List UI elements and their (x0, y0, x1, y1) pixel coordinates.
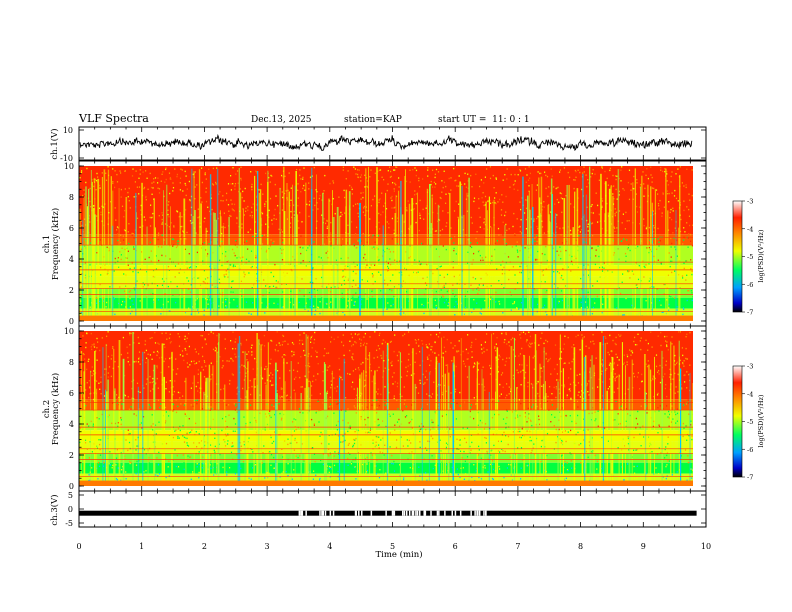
ch1-spectrogram-ylabel-line2: Frequency (kHz) (50, 208, 61, 280)
ch1-waveform-y-tick-label: -10 (60, 154, 73, 163)
x-tick-label: 0 (76, 542, 81, 551)
ch1-spectrogram-ylabel-line1: ch.1 (42, 235, 52, 253)
ch1-spectrogram-heatmap (79, 166, 693, 321)
ch1-colorbar-tick-label: -6 (747, 281, 753, 289)
ch1-colorbar-tick-label: -5 (747, 253, 753, 261)
ch1-colorbar-tick-label: -7 (747, 309, 753, 317)
ch3-y-tick-label: 5 (68, 491, 73, 500)
ch2-colorbar-tick-label: -7 (747, 474, 753, 482)
ch2-spectrogram-y-tick-label: 6 (69, 389, 74, 398)
ch1-spectrogram-y-tick-label: 6 (69, 224, 74, 233)
ch1-waveform-y-tick-label: 10 (63, 126, 73, 135)
ch1-waveform-ylabel: ch.1(V) (49, 128, 60, 159)
ch1-spectrogram-y-tick-label: 0 (69, 317, 74, 326)
header-date: Dec.13, 2025 (251, 115, 312, 125)
header-station: station=KAP (344, 115, 402, 125)
header-start-time: start UT = 11: 0 : 1 (438, 115, 530, 125)
ch2-spectrogram-heatmap (79, 331, 693, 486)
ch2-spectrogram-y-tick-label: 10 (64, 327, 74, 336)
ch2-spectrogram-y-tick-label: 0 (69, 482, 74, 491)
ch2-colorbar-tick-label: -3 (747, 363, 753, 371)
ch3-signal-panel (78, 490, 707, 528)
x-tick-label: 4 (327, 542, 332, 551)
x-tick-label: 10 (701, 542, 711, 551)
x-tick-label: 3 (265, 542, 270, 551)
ch2-spectrogram-y-tick-label: 2 (69, 451, 74, 460)
ch2-colorbar-tick-label: -4 (747, 390, 753, 398)
ch1-spectrogram-panel (78, 160, 707, 327)
ch2-spectrogram-y-tick-label: 4 (69, 420, 74, 429)
ch1-colorbar: -3 -4 -5 -6 -7 log(PSD)(V²/Hz) (732, 198, 765, 317)
ch2-colorbar: -3 -4 -5 -6 -7 log(PSD)(V²/Hz) (732, 363, 765, 482)
ch1-waveform-line (79, 133, 693, 152)
x-tick-label: 7 (515, 542, 520, 551)
ch3-signal-ylabel: ch.3(V) (49, 494, 60, 525)
ch2-spectrogram-ylabel-line2: Frequency (kHz) (50, 373, 61, 445)
x-tick-label: 9 (641, 542, 646, 551)
ch3-signal-trace (79, 510, 697, 516)
ch2-spectrogram-panel (78, 325, 707, 492)
ch1-colorbar-label: log(PSD)(V²/Hz) (757, 229, 765, 282)
x-tick-label: 1 (139, 542, 144, 551)
x-tick-label: 5 (390, 542, 395, 551)
x-axis-label: Time (min) (375, 549, 422, 560)
ch2-spectrogram-ylabel-line1: ch.2 (42, 400, 52, 418)
ch1-spectrogram-y-tick-label: 2 (69, 286, 74, 295)
ch3-signal-frame (78, 490, 707, 528)
figure-title: VLF Spectra (78, 112, 149, 125)
ch2-colorbar-tick-label: -5 (747, 418, 753, 426)
ch1-spectrogram-y-tick-label: 4 (69, 255, 74, 264)
x-tick-label: 2 (202, 542, 207, 551)
ch1-spectrogram-y-tick-label: 8 (69, 193, 74, 202)
x-tick-label: 6 (453, 542, 458, 551)
ch2-colorbar-tick-label: -6 (747, 446, 753, 454)
ch2-spectrogram-y-tick-label: 8 (69, 358, 74, 367)
ch3-y-tick-label: 0 (68, 505, 73, 514)
ch1-colorbar-tick-label: -3 (747, 198, 753, 206)
ch2-colorbar-label: log(PSD)(V²/Hz) (757, 394, 765, 447)
ch3-signal-bar (79, 510, 697, 516)
axes-ticks (78, 127, 707, 527)
ch3-y-tick-label: -5 (65, 519, 73, 528)
ch1-colorbar-tick-label: -4 (747, 225, 753, 233)
ch1-spectrogram-y-tick-label: 10 (64, 162, 74, 171)
x-tick-label: 8 (578, 542, 583, 551)
